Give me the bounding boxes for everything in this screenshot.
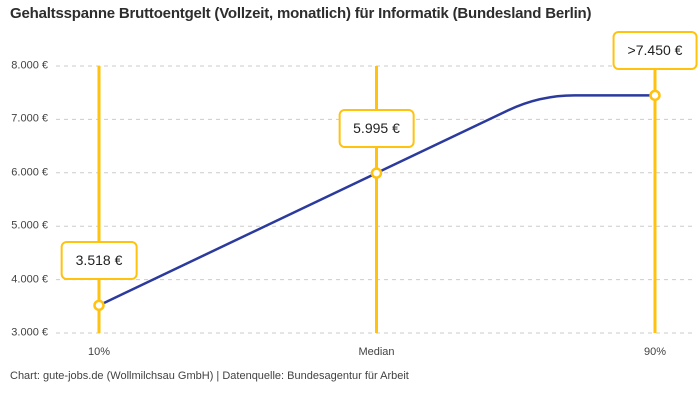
y-axis-tick-label: 5.000 € bbox=[11, 219, 48, 232]
y-axis-tick-label: 6.000 € bbox=[11, 166, 48, 179]
y-axis-tick-label: 4.000 € bbox=[11, 272, 48, 285]
value-annotation: 3.518 € bbox=[60, 241, 138, 281]
data-point-marker bbox=[370, 167, 383, 179]
chart-title: Gehaltsspanne Bruttoentgelt (Vollzeit, m… bbox=[10, 5, 592, 22]
data-point-marker bbox=[93, 299, 105, 312]
x-axis-category-label: Median bbox=[358, 346, 395, 358]
x-axis-category-label: 90% bbox=[643, 346, 667, 358]
data-point-marker bbox=[649, 89, 661, 102]
chart-attribution: Chart: gute-jobs.de (Wollmilchsau GmbH) … bbox=[10, 370, 409, 382]
value-annotation: 5.995 € bbox=[338, 109, 415, 149]
y-axis-tick-label: 3.000 € bbox=[11, 326, 48, 339]
salary-line bbox=[97, 94, 657, 307]
value-annotation: >7.450 € bbox=[612, 31, 698, 71]
x-axis-category-label: 10% bbox=[87, 346, 111, 358]
y-axis-tick-label: 8.000 € bbox=[11, 59, 48, 72]
y-axis-tick-label: 7.000 € bbox=[11, 112, 48, 125]
